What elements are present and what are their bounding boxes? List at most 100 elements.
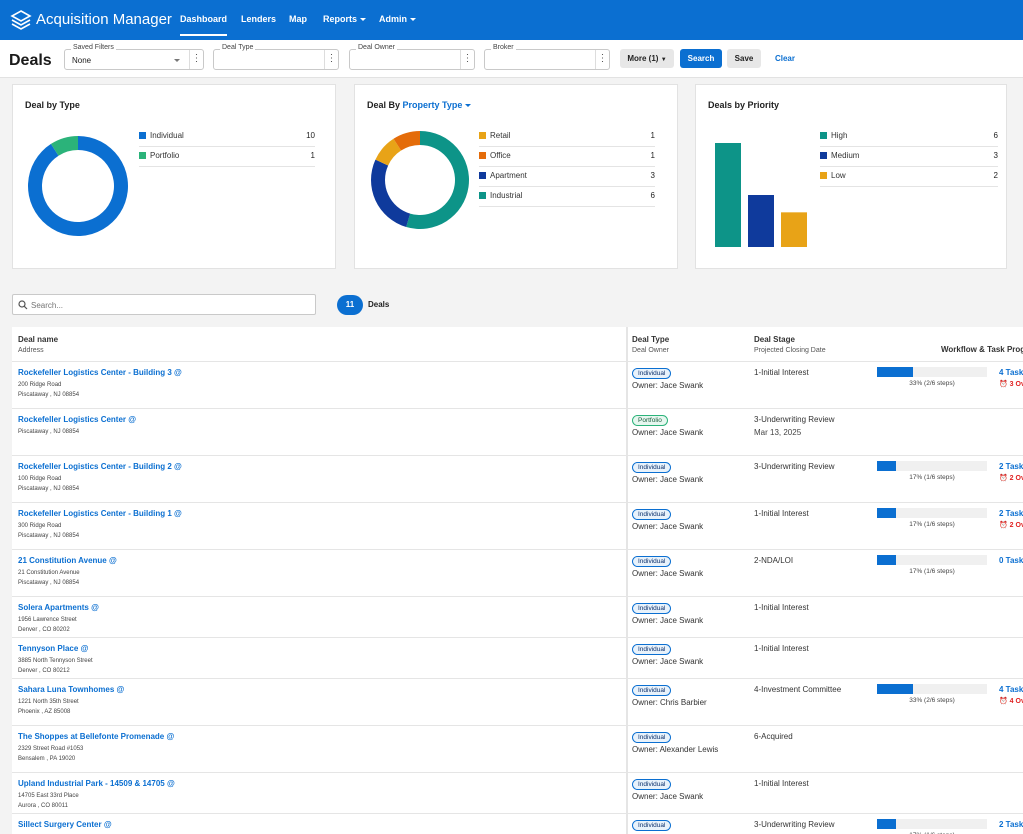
table-row[interactable]: Solera Apartments @1956 Lawrence Street D… bbox=[12, 597, 1023, 638]
table-row[interactable]: Rockefeller Logistics Center - Building … bbox=[12, 503, 1023, 550]
at-sign-icon[interactable]: @ bbox=[91, 603, 99, 612]
deal-name-link[interactable]: Sillect Surgery Center @ bbox=[18, 820, 112, 829]
legend-item-apartment[interactable]: Apartment 3 bbox=[479, 167, 655, 187]
legend-item-individual[interactable]: Individual 10 bbox=[139, 127, 315, 147]
overdue-tasks[interactable]: ⏰ 2 Overdue bbox=[999, 521, 1023, 529]
deal-owner: Owner: Jace Swank bbox=[632, 569, 704, 578]
deal-name-link[interactable]: The Shoppes at Bellefonte Promenade @ bbox=[18, 732, 174, 741]
table-row[interactable]: Rockefeller Logistics Center - Building … bbox=[12, 456, 1023, 503]
legend-item-portfolio[interactable]: Portfolio 1 bbox=[139, 147, 315, 167]
donut-slice-office[interactable] bbox=[393, 131, 420, 151]
table-row[interactable]: Rockefeller Logistics Center - Building … bbox=[12, 362, 1023, 409]
table-row[interactable]: Upland Industrial Park - 14509 & 14705 @… bbox=[12, 773, 1023, 814]
overdue-count: 2 Overdue bbox=[1009, 522, 1023, 529]
deal-name: Tennyson Place bbox=[18, 644, 79, 653]
at-sign-icon[interactable]: @ bbox=[174, 462, 182, 471]
deal-count-label: Deals bbox=[368, 300, 390, 309]
save-button[interactable]: Save bbox=[727, 49, 761, 68]
kebab-menu-icon[interactable]: ⋮ bbox=[324, 50, 338, 69]
col-deal-type[interactable]: Deal Type bbox=[632, 335, 670, 344]
tasks-link[interactable]: 2 Tasks bbox=[999, 462, 1023, 471]
donut-slice-industrial[interactable] bbox=[406, 131, 470, 229]
donut-slice-portfolio[interactable] bbox=[50, 136, 78, 156]
nav-reports[interactable]: Reports bbox=[323, 14, 367, 24]
broker-field[interactable]: Broker ⋮ bbox=[484, 44, 610, 70]
legend-item-industrial[interactable]: Industrial 6 bbox=[479, 187, 655, 207]
search-input[interactable] bbox=[31, 298, 311, 312]
deal-name-link[interactable]: Rockefeller Logistics Center - Building … bbox=[18, 462, 182, 471]
legend-item-medium[interactable]: Medium 3 bbox=[820, 147, 998, 167]
stack-logo-icon[interactable] bbox=[10, 9, 32, 31]
table-row[interactable]: Rockefeller Logistics Center @ Piscataway… bbox=[12, 409, 1023, 456]
donut-slice-retail[interactable] bbox=[375, 138, 402, 166]
table-row[interactable]: The Shoppes at Bellefonte Promenade @232… bbox=[12, 726, 1023, 773]
deal-name-link[interactable]: 21 Constitution Avenue @ bbox=[18, 556, 117, 565]
table-row[interactable]: Sillect Surgery Center @2001 Sillect Ave… bbox=[12, 814, 1023, 834]
more-filters-button[interactable]: More (1) ▼ bbox=[620, 49, 674, 68]
legend-swatch bbox=[820, 132, 827, 139]
kebab-menu-icon[interactable]: ⋮ bbox=[189, 50, 203, 69]
deal-name-link[interactable]: Rockefeller Logistics Center @ bbox=[18, 415, 136, 424]
nav-admin[interactable]: Admin bbox=[379, 14, 416, 24]
search-field[interactable] bbox=[12, 294, 316, 315]
nav-map[interactable]: Map bbox=[289, 14, 307, 24]
table-row[interactable]: Tennyson Place @3885 North Tennyson Stre… bbox=[12, 638, 1023, 679]
at-sign-icon[interactable]: @ bbox=[166, 779, 175, 788]
at-sign-icon[interactable]: @ bbox=[108, 556, 117, 565]
overdue-tasks[interactable]: ⏰ 4 Overdue bbox=[999, 697, 1023, 705]
kebab-menu-icon[interactable]: ⋮ bbox=[460, 50, 474, 69]
deal-name: Solera Apartments bbox=[18, 603, 89, 612]
at-sign-icon[interactable]: @ bbox=[174, 368, 182, 377]
at-sign-icon[interactable]: @ bbox=[80, 644, 89, 653]
deal-name-link[interactable]: Rockefeller Logistics Center - Building … bbox=[18, 368, 182, 377]
at-sign-icon[interactable]: @ bbox=[116, 685, 125, 694]
deal-type-badge: Individual bbox=[632, 644, 672, 655]
clear-link[interactable]: Clear bbox=[774, 54, 795, 63]
deal-name-link[interactable]: Solera Apartments @ bbox=[18, 603, 99, 612]
legend-item-high[interactable]: High 6 bbox=[820, 127, 998, 147]
legend-item-retail[interactable]: Retail 1 bbox=[479, 127, 655, 147]
tasks-link[interactable]: 4 Tasks bbox=[999, 368, 1023, 377]
tasks-link[interactable]: 2 Tasks bbox=[999, 509, 1023, 518]
donut-slice-apartment[interactable] bbox=[371, 159, 411, 228]
legend-swatch bbox=[820, 152, 827, 159]
bar-high[interactable] bbox=[715, 143, 741, 247]
property-type-label: Property Type bbox=[402, 100, 463, 110]
at-sign-icon[interactable]: @ bbox=[166, 732, 175, 741]
deal-name-link[interactable]: Tennyson Place @ bbox=[18, 644, 88, 653]
at-sign-icon[interactable]: @ bbox=[174, 509, 182, 518]
col-workflow-progress[interactable]: Workflow & Task Progress bbox=[941, 345, 1023, 354]
kebab-menu-icon[interactable]: ⋮ bbox=[595, 50, 609, 69]
deal-name-link[interactable]: Rockefeller Logistics Center - Building … bbox=[18, 509, 182, 518]
deal-owner: Owner: Jace Swank bbox=[632, 657, 704, 666]
legend-item-low[interactable]: Low 2 bbox=[820, 167, 998, 187]
saved-filters-select[interactable]: Saved Filters None ⋮ bbox=[64, 44, 204, 70]
tasks-link[interactable]: 2 Tasks bbox=[999, 820, 1023, 829]
tasks-link[interactable]: 4 Tasks bbox=[999, 685, 1023, 694]
deal-name-link[interactable]: Upland Industrial Park - 14509 & 14705 @ bbox=[18, 779, 175, 788]
tasks-link[interactable]: 0 Tasks bbox=[999, 556, 1023, 565]
bar-medium[interactable] bbox=[748, 195, 774, 247]
deal-owner-field[interactable]: Deal Owner ⋮ bbox=[349, 44, 475, 70]
deal-type-field[interactable]: Deal Type ⋮ bbox=[213, 44, 339, 70]
legend-item-office[interactable]: Office 1 bbox=[479, 147, 655, 167]
bar-low[interactable] bbox=[781, 212, 807, 247]
overdue-tasks[interactable]: ⏰ 2 Overdue bbox=[999, 474, 1023, 482]
legend-label: Apartment bbox=[490, 171, 527, 180]
table-row[interactable]: 21 Constitution Avenue @21 Constitution … bbox=[12, 550, 1023, 597]
property-type-dropdown[interactable]: Property Type bbox=[403, 100, 472, 110]
at-sign-icon[interactable]: @ bbox=[103, 820, 112, 829]
at-sign-icon[interactable]: @ bbox=[128, 415, 137, 424]
deal-name-link[interactable]: Sahara Luna Townhomes @ bbox=[18, 685, 124, 694]
deal-stage: 1-Initial Interest bbox=[754, 779, 809, 788]
donut-slice-individual[interactable] bbox=[27, 136, 128, 236]
nav-lenders[interactable]: Lenders bbox=[241, 14, 277, 24]
overdue-tasks[interactable]: ⏰ 3 Overdue bbox=[999, 380, 1023, 388]
legend-count: 10 bbox=[306, 131, 315, 140]
table-row[interactable]: Sahara Luna Townhomes @1221 North 35th S… bbox=[12, 679, 1023, 726]
search-button[interactable]: Search bbox=[680, 49, 722, 68]
col-deal-name[interactable]: Deal name bbox=[18, 335, 59, 344]
col-deal-stage[interactable]: Deal Stage bbox=[754, 335, 795, 344]
nav-admin-label: Admin bbox=[379, 14, 407, 24]
nav-dashboard[interactable]: Dashboard bbox=[180, 14, 228, 36]
